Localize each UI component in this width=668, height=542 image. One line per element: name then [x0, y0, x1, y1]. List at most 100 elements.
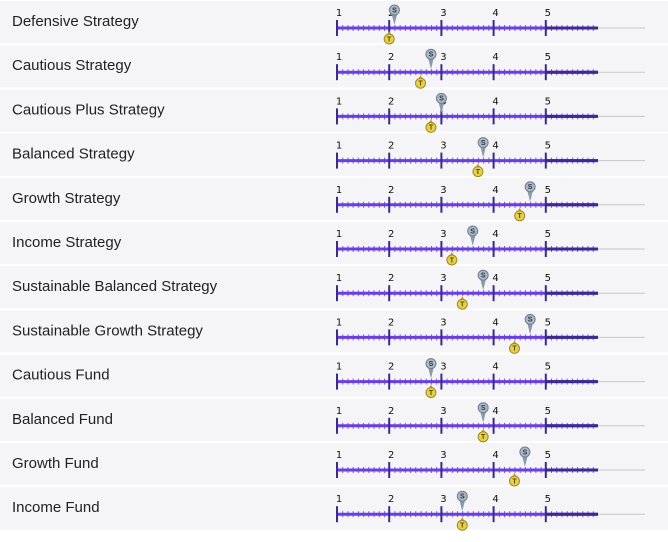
- tick-label: 1: [336, 273, 342, 284]
- s-pin: [469, 234, 476, 246]
- row-bg: [0, 398, 668, 441]
- tick-label: 4: [492, 141, 498, 152]
- strategy-name: Cautious Strategy: [12, 57, 132, 74]
- row: Cautious Strategy 1 2 3 4 5 S T: [0, 45, 668, 89]
- strategy-name: Growth Fund: [12, 455, 99, 472]
- t-label: T: [512, 478, 517, 485]
- strategy-name: Growth Strategy: [12, 190, 121, 207]
- s-label: S: [481, 273, 486, 280]
- t-label: T: [450, 257, 455, 264]
- s-marker: S: [435, 92, 447, 114]
- t-head: [425, 121, 437, 133]
- s-label: S: [429, 361, 434, 368]
- row-bg: [0, 354, 668, 397]
- tick-label: 5: [545, 185, 551, 196]
- row: Cautious Fund 1 2 3 4 5 S T: [0, 354, 668, 399]
- row-bg: [0, 1, 668, 44]
- s-head: [524, 313, 536, 325]
- tick-label: 1: [336, 185, 342, 196]
- s-head: [425, 48, 437, 60]
- row: Balanced Fund 1 2 3 4 5 S T: [0, 398, 668, 443]
- tick-label: 5: [545, 52, 551, 63]
- t-marker: T: [425, 119, 437, 133]
- t-head: [446, 254, 458, 266]
- s-head: [524, 181, 536, 193]
- s-head: [477, 269, 489, 281]
- tick-label: 4: [492, 494, 498, 505]
- s-label: S: [481, 140, 486, 147]
- t-label: T: [418, 81, 423, 88]
- tick-label: 5: [545, 273, 551, 284]
- s-pin: [480, 278, 487, 291]
- t-marker: T: [456, 296, 468, 310]
- row-bg: [0, 443, 668, 486]
- t-label: T: [481, 434, 486, 441]
- s-pin: [427, 366, 434, 379]
- t-marker: T: [425, 384, 437, 399]
- tick-label: 4: [492, 273, 498, 284]
- s-marker: S: [477, 137, 489, 158]
- s-head: [477, 137, 489, 149]
- tick-label: 4: [492, 406, 498, 417]
- tick-label: 2: [388, 450, 394, 461]
- s-marker: S: [477, 269, 489, 291]
- tick-label: 2: [388, 273, 394, 284]
- strategy-name: Cautious Plus Strategy: [12, 101, 165, 118]
- tick-label: 5: [545, 96, 551, 107]
- tick-label: 3: [440, 494, 446, 505]
- s-label: S: [429, 52, 434, 59]
- s-head: [467, 225, 479, 237]
- t-marker: T: [508, 473, 520, 487]
- tick-label: 2: [388, 229, 394, 240]
- tick-label: 1: [336, 141, 342, 152]
- s-label: S: [523, 449, 528, 456]
- t-marker: T: [383, 31, 395, 45]
- tick-label: 3: [440, 229, 446, 240]
- tick-label: 1: [336, 317, 342, 328]
- s-marker: S: [467, 225, 479, 246]
- s-pin: [438, 101, 445, 114]
- row-bg: [0, 266, 668, 309]
- row: Sustainable Balanced Strategy 1 2 3 4 5 S T: [0, 266, 668, 310]
- s-pin: [427, 57, 434, 70]
- t-head: [508, 342, 520, 354]
- tick-label: 3: [440, 141, 446, 152]
- s-label: S: [439, 96, 444, 103]
- tick-label: 3: [440, 185, 446, 196]
- t-head: [472, 166, 484, 178]
- t-head: [425, 387, 437, 399]
- row: Growth Fund 1 2 3 4 5 S T: [0, 443, 668, 487]
- strategy-name: Balanced Fund: [12, 411, 113, 428]
- s-head: [388, 4, 400, 16]
- t-marker: T: [477, 428, 489, 443]
- tick-label: 5: [545, 450, 551, 461]
- row-bg: [0, 45, 668, 88]
- s-marker: S: [519, 446, 531, 467]
- tick-label: 5: [545, 317, 551, 328]
- tick-label: 3: [440, 362, 446, 373]
- tick-label: 2: [388, 317, 394, 328]
- s-marker: S: [524, 313, 536, 335]
- t-head: [508, 475, 520, 487]
- s-label: S: [481, 405, 486, 412]
- s-label: S: [528, 317, 533, 324]
- s-marker: S: [388, 4, 400, 25]
- s-marker: S: [425, 48, 437, 70]
- s-head: [456, 490, 468, 502]
- tick-label: 2: [388, 406, 394, 417]
- s-pin: [527, 189, 534, 202]
- tick-label: 4: [492, 96, 498, 107]
- tick-label: 3: [440, 8, 446, 19]
- tick-label: 5: [545, 229, 551, 240]
- tick-label: 3: [440, 273, 446, 284]
- tick-label: 4: [492, 450, 498, 461]
- t-label: T: [429, 390, 434, 397]
- t-marker: T: [508, 340, 520, 354]
- tick-label: 2: [388, 52, 394, 63]
- tick-label: 4: [492, 52, 498, 63]
- s-marker: S: [456, 490, 468, 512]
- strategy-name: Income Strategy: [12, 234, 122, 251]
- t-marker: T: [456, 517, 468, 531]
